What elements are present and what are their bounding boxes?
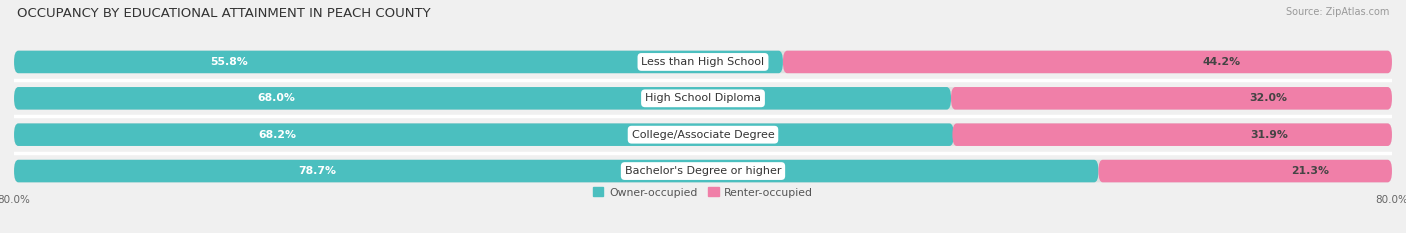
FancyBboxPatch shape [14,87,950,110]
FancyBboxPatch shape [14,123,953,146]
FancyBboxPatch shape [783,51,1392,73]
FancyBboxPatch shape [950,87,1392,110]
Text: High School Diploma: High School Diploma [645,93,761,103]
Text: 31.9%: 31.9% [1250,130,1288,140]
Text: College/Associate Degree: College/Associate Degree [631,130,775,140]
Text: 68.2%: 68.2% [259,130,297,140]
Text: 55.8%: 55.8% [211,57,249,67]
Text: Less than High School: Less than High School [641,57,765,67]
FancyBboxPatch shape [952,123,1392,146]
Text: 78.7%: 78.7% [298,166,336,176]
FancyBboxPatch shape [14,51,1392,73]
Legend: Owner-occupied, Renter-occupied: Owner-occupied, Renter-occupied [593,187,813,198]
FancyBboxPatch shape [14,123,1392,146]
FancyBboxPatch shape [14,160,1098,182]
FancyBboxPatch shape [1098,160,1392,182]
Text: OCCUPANCY BY EDUCATIONAL ATTAINMENT IN PEACH COUNTY: OCCUPANCY BY EDUCATIONAL ATTAINMENT IN P… [17,7,430,20]
FancyBboxPatch shape [14,87,1392,110]
FancyBboxPatch shape [14,160,1392,182]
Text: 32.0%: 32.0% [1250,93,1288,103]
Text: 44.2%: 44.2% [1202,57,1240,67]
Text: Bachelor's Degree or higher: Bachelor's Degree or higher [624,166,782,176]
FancyBboxPatch shape [14,51,783,73]
Text: 21.3%: 21.3% [1291,166,1329,176]
Text: 68.0%: 68.0% [257,93,295,103]
Text: Source: ZipAtlas.com: Source: ZipAtlas.com [1285,7,1389,17]
